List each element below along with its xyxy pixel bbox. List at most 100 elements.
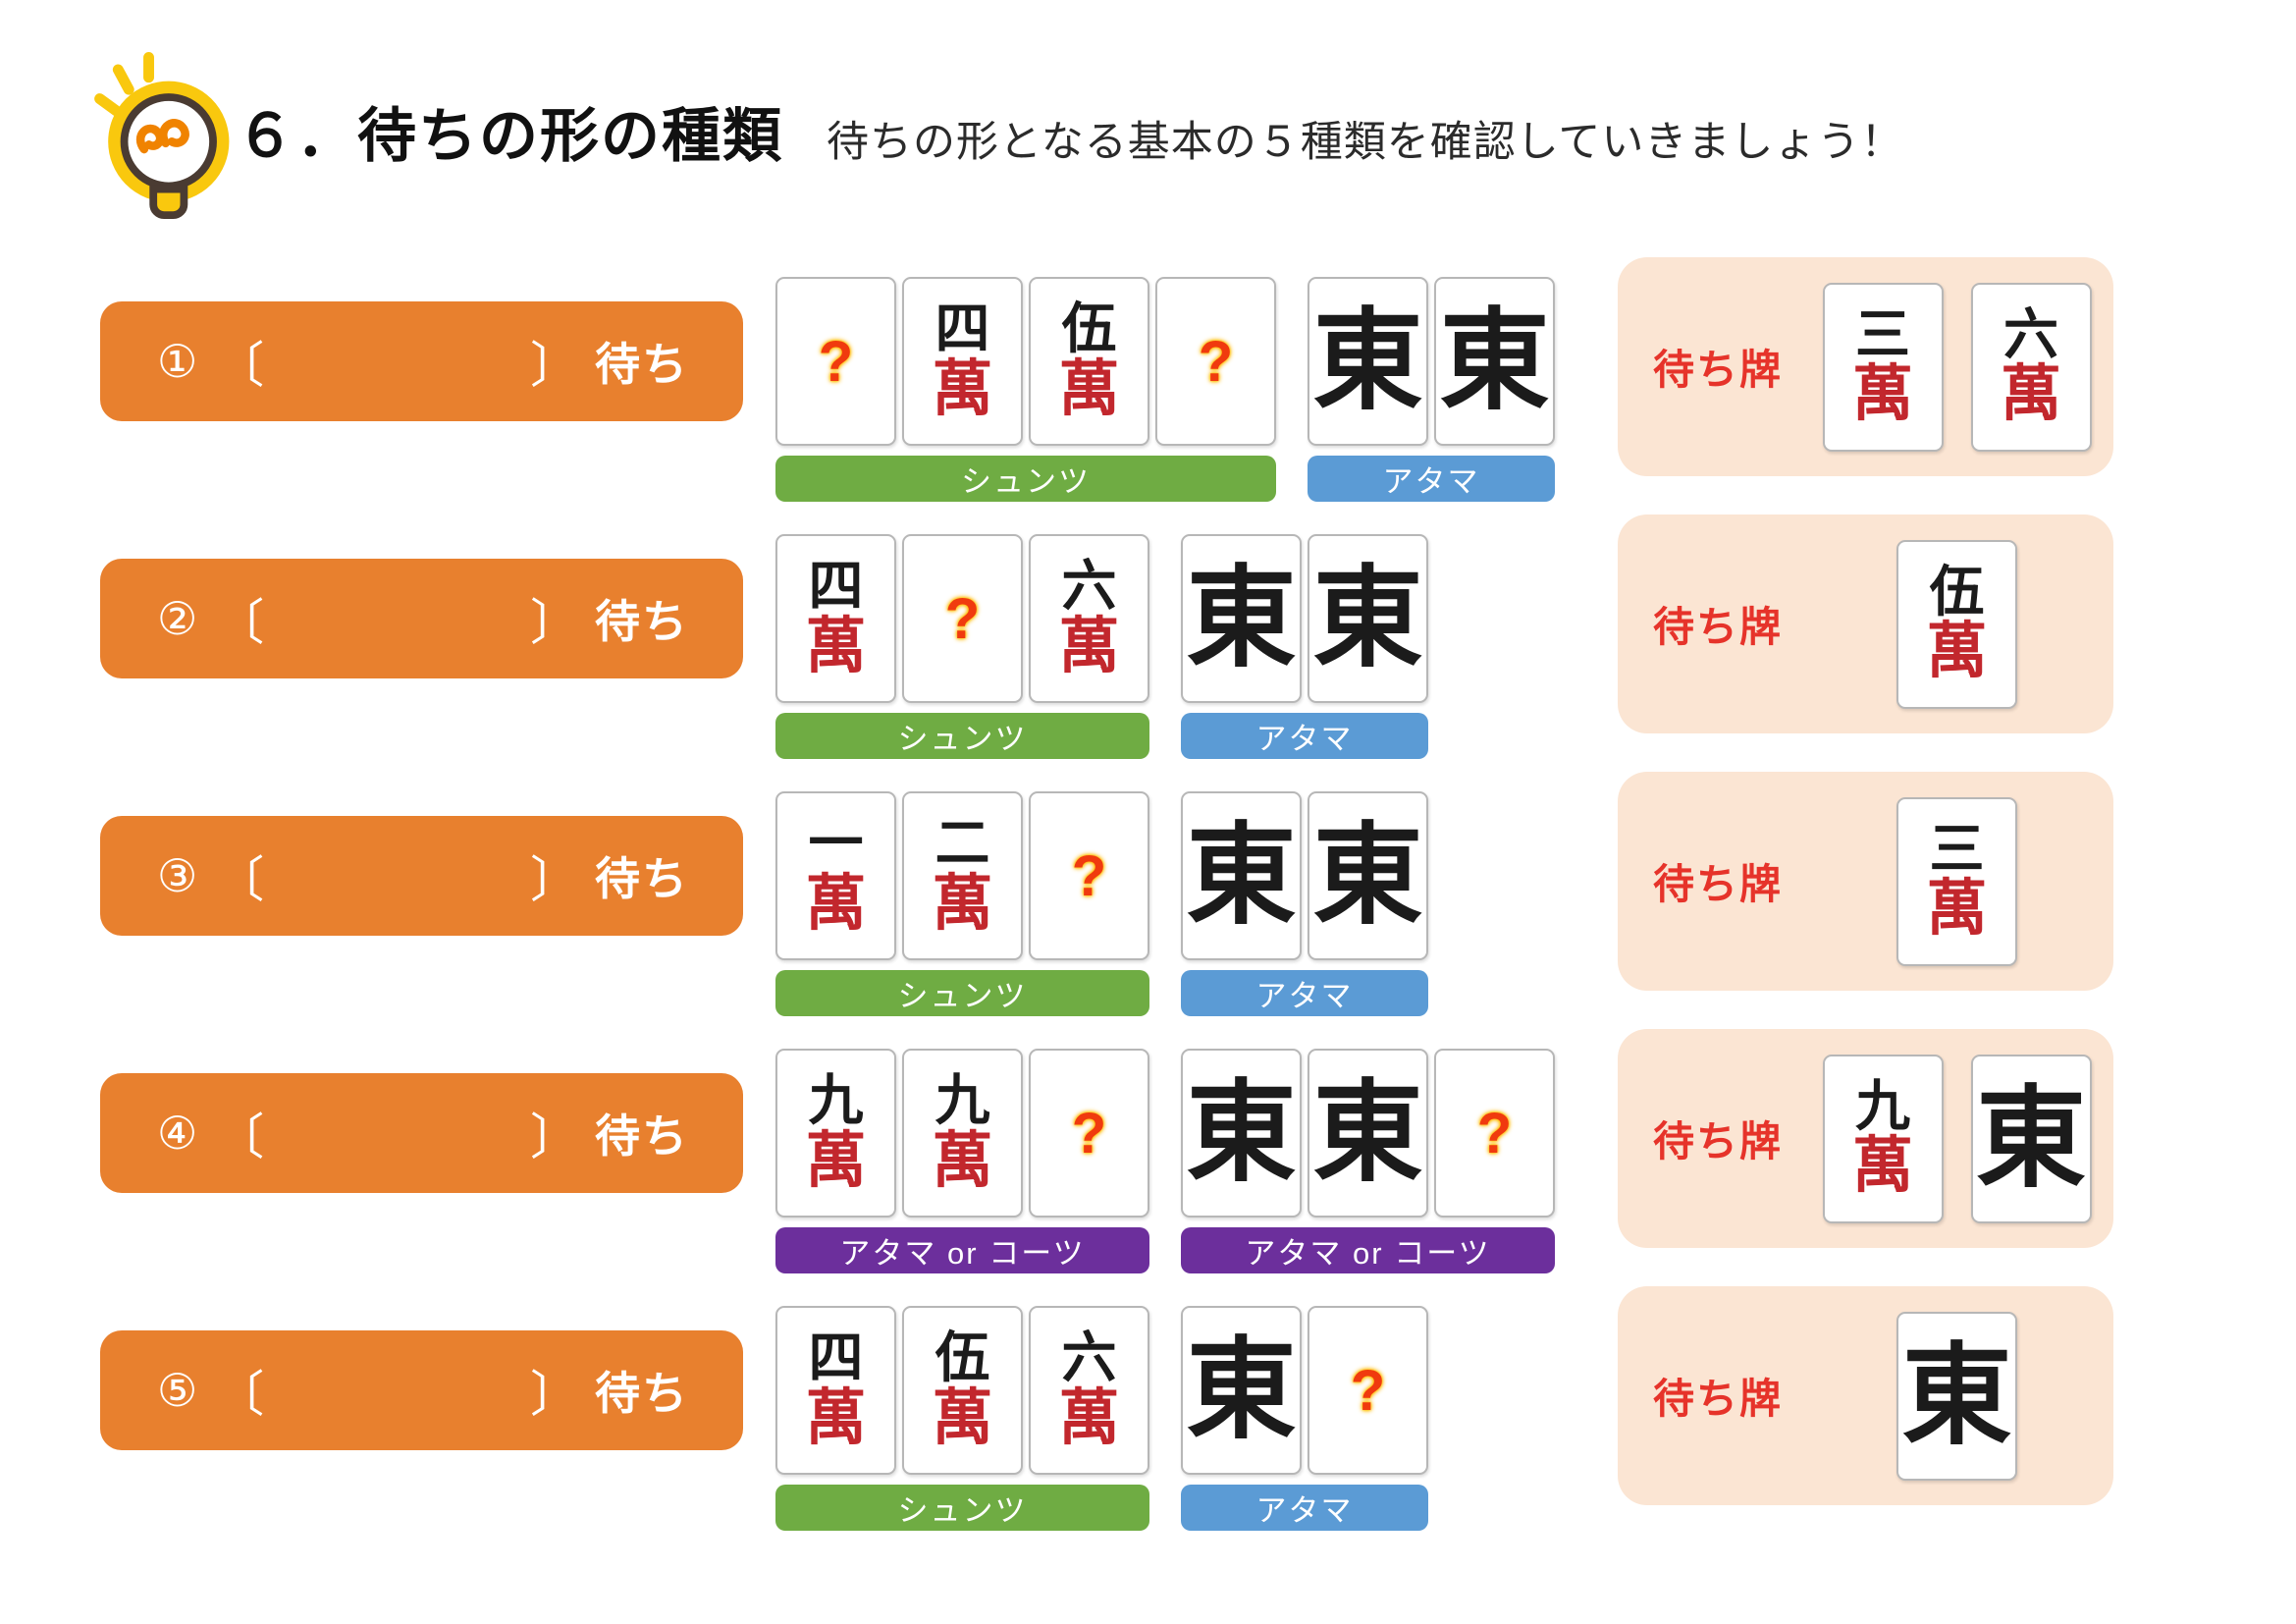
wait-pattern-row-3: ③ 〔〕待ち一萬二萬? シュンツ東東アタマ 待ち牌三萬 [0,772,2296,1019]
man-number: 一 [808,811,864,877]
group-type-label: アタマ or コーツ [1181,1227,1555,1273]
bracket-close: 〕 [530,595,579,650]
tile-1m: 一萬 [775,791,896,960]
tile-east: 東 [1308,534,1428,703]
man-character: 萬 [1851,357,1913,430]
question-mark: ? [1476,1101,1513,1165]
man-number: 九 [1855,1073,1910,1139]
east-character: 東 [1312,554,1423,682]
question-mark: ? [1071,843,1107,908]
bracket-close: 〕 [530,1110,579,1164]
tile-5m: 伍萬 [1029,277,1149,446]
wait-suffix: 待ち [595,853,689,904]
bracket-open: 〔 [215,1110,265,1164]
group-type-label: アタマ [1181,713,1428,759]
tile-4m: 四萬 [775,1306,896,1475]
man-character: 萬 [1058,1380,1120,1453]
man-number: 四 [808,554,864,620]
man-character: 萬 [932,1123,993,1196]
tile-east: 東 [1181,791,1302,960]
tile-unknown: ? [1434,1049,1555,1218]
row-number: ⑤ [157,1365,198,1416]
page-title: ６．待ちの形の種類 [236,103,783,169]
tile-5m: 伍萬 [1896,539,2017,709]
tile-unknown: ? [775,277,896,446]
tile-groups: 一萬二萬? シュンツ東東アタマ [775,791,1428,1016]
man-character: 萬 [805,609,867,681]
tile-2m: 二萬 [902,791,1023,960]
man-character: 萬 [805,1380,867,1453]
tile-unknown: ? [1155,277,1276,446]
tile-strip: 九萬九萬? [775,1049,1149,1218]
east-character: 東 [1312,1068,1423,1197]
tile-group: 東? アタマ [1181,1306,1428,1531]
answer-box: 待ち牌 東 [1618,1286,2113,1505]
group-type-label: アタマ [1308,456,1555,502]
answer-slot-3: ③ 〔 〕待ち [100,816,743,936]
east-character: 東 [1186,811,1297,940]
row-number: ③ [157,850,198,901]
wait-pattern-row-2: ② 〔〕待ち四萬? 六萬シュンツ東東アタマ 待ち牌伍萬 [0,514,2296,762]
group-type-label: シュンツ [775,713,1149,759]
man-number: 三 [1929,816,1985,882]
east-character: 東 [1312,297,1423,425]
man-character: 萬 [932,352,993,424]
tile-east: 東 [1181,534,1302,703]
bracket-open: 〔 [215,1367,265,1422]
question-mark: ? [1350,1358,1386,1423]
header: ６．待ちの形の種類 待ちの形となる基本の５種類を確認していきましょう！ [236,88,1903,174]
wait-suffix: 待ち [595,596,689,647]
tile-group: 東東アタマ [1308,277,1555,502]
tile-group: 東東アタマ [1181,534,1428,759]
row-number: ④ [157,1108,198,1159]
wait-suffix: 待ち [595,339,689,390]
row-number: ① [157,336,198,387]
tile-east: 東 [1308,791,1428,960]
wait-suffix: 待ち [595,1110,689,1162]
bracket-open: 〔 [215,338,265,393]
wait-pattern-row-4: ④ 〔〕待ち九萬九萬? アタマ or コーツ東東? アタマ or コーツ 待ち牌九萬東 [0,1029,2296,1276]
man-number: 四 [934,297,990,362]
east-character: 東 [1439,297,1550,425]
bracket-open: 〔 [215,595,265,650]
tile-groups: 四萬? 六萬シュンツ東東アタマ [775,534,1428,759]
question-mark: ? [944,586,981,651]
answer-slot-5: ⑤ 〔 〕待ち [100,1330,743,1450]
tile-5m: 伍萬 [902,1306,1023,1475]
man-character: 萬 [932,866,993,939]
tile-group: 九萬九萬? アタマ or コーツ [775,1049,1149,1273]
lightbulb-icon [94,51,230,220]
east-character: 東 [1312,811,1423,940]
tile-east: 東 [1181,1306,1302,1475]
man-number: 四 [808,1326,864,1391]
wait-tile-label: 待ち牌 [1653,1376,1784,1422]
answer-box: 待ち牌 三萬 [1618,772,2113,991]
tile-east: 東 [1896,1311,2017,1481]
east-character: 東 [1976,1073,2086,1203]
group-type-label: アタマ or コーツ [775,1227,1149,1273]
tile-groups: 九萬九萬? アタマ or コーツ東東? アタマ or コーツ [775,1049,1555,1273]
wait-tile-label: 待ち牌 [1653,1118,1784,1164]
tile-east: 東 [1970,1054,2092,1223]
wait-suffix: 待ち [595,1368,689,1419]
east-character: 東 [1186,1068,1297,1197]
answer-tiles: 三萬 [1818,796,2113,966]
tile-strip: 一萬二萬? [775,791,1149,960]
tile-unknown: ? [1029,1049,1149,1218]
man-character: 萬 [932,1380,993,1453]
tile-3m: 三萬 [1822,282,1944,452]
answer-tiles: 東 [1818,1311,2113,1481]
answer-box: 待ち牌九萬東 [1618,1029,2113,1248]
answer-slot-1: ① 〔 〕待ち [100,301,743,421]
tile-unknown: ? [1308,1306,1428,1475]
question-mark: ? [1071,1101,1107,1165]
tile-group: ? 四萬伍萬? シュンツ [775,277,1276,502]
tile-4m: 四萬 [775,534,896,703]
page-subtitle: 待ちの形となる基本の５種類を確認していきましょう！ [827,119,1904,166]
bracket-close: 〕 [530,1367,579,1422]
answer-tiles: 三萬六萬 [1818,282,2113,452]
tile-east: 東 [1308,277,1428,446]
man-character: 萬 [1058,352,1120,424]
group-type-label: シュンツ [775,1485,1149,1531]
